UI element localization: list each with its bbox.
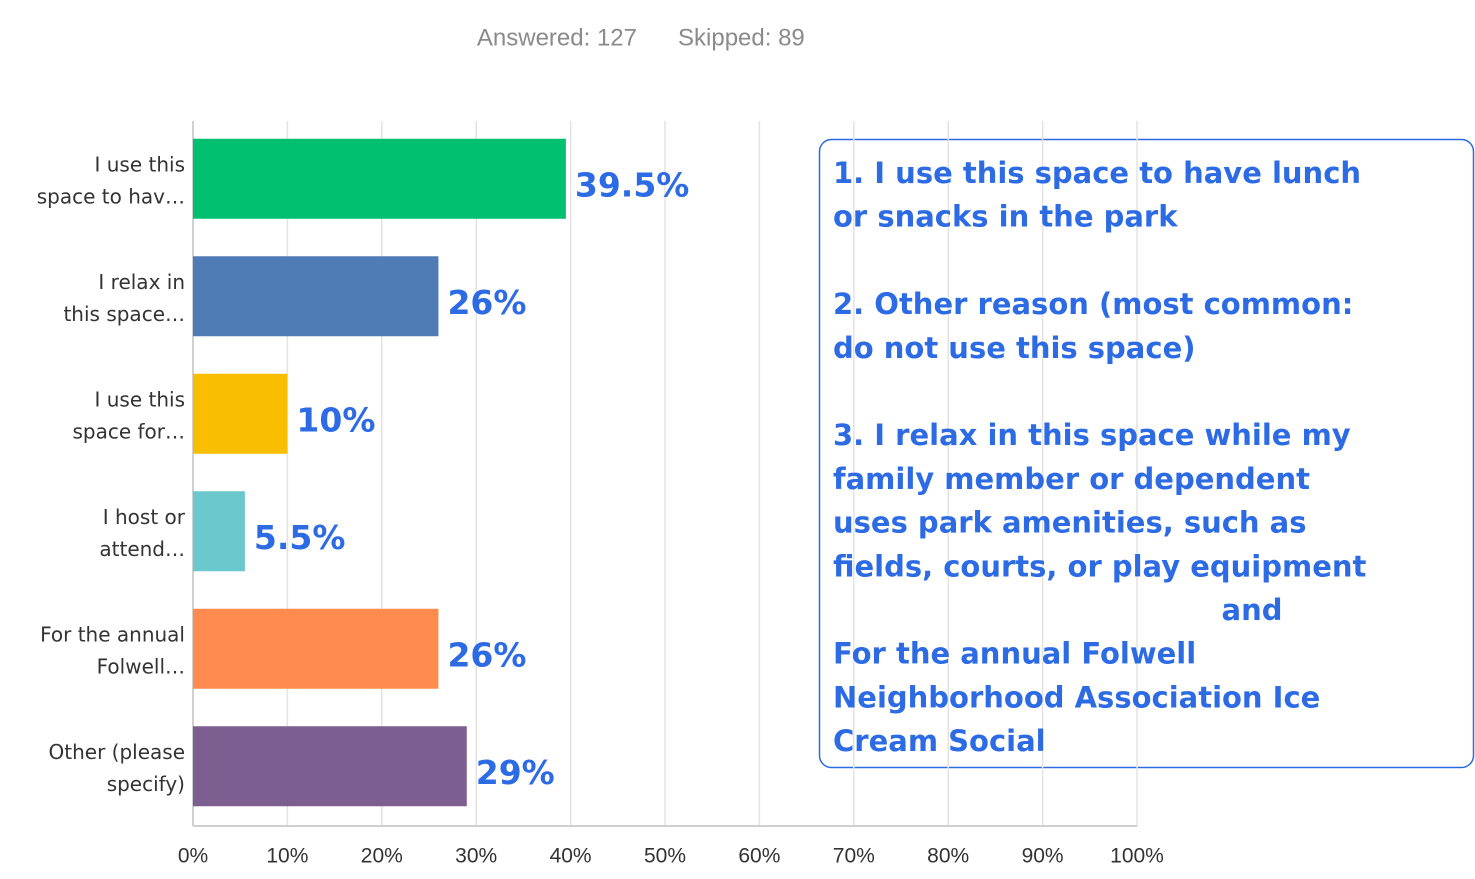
x-tick-label: 60% xyxy=(738,845,780,868)
x-tick-label: 10% xyxy=(266,845,308,868)
annotation-line: 1. I use this space to have lunch xyxy=(833,156,1361,190)
annotation-box xyxy=(818,138,1475,769)
x-tick-label: 40% xyxy=(550,845,592,868)
bar xyxy=(193,373,288,454)
annotation-line: 3. I relax in this space while my xyxy=(833,418,1351,452)
annotation-line: or snacks in the park xyxy=(833,200,1178,234)
answered: Answered: 127 xyxy=(477,24,637,51)
annotation-line: do not use this space) xyxy=(833,331,1196,365)
value-label: 26% xyxy=(447,283,526,322)
annotation-connector: and xyxy=(1222,593,1283,627)
bar xyxy=(193,726,467,807)
x-tick-label: 0% xyxy=(178,845,208,868)
category-label: Folwell… xyxy=(97,654,185,678)
x-tick-label: 80% xyxy=(927,845,969,868)
category-label: I use this xyxy=(94,387,185,411)
annotation-line: Neighborhood Association Ice xyxy=(833,680,1320,714)
x-tick-label: 50% xyxy=(644,845,686,868)
x-tick-label: 70% xyxy=(833,845,875,868)
category-label: For the annual xyxy=(40,622,185,646)
x-tick-label: 20% xyxy=(361,845,403,868)
category-label: attend… xyxy=(99,537,185,561)
value-label: 10% xyxy=(296,400,375,439)
bar xyxy=(193,608,439,689)
x-tick-label: 100% xyxy=(1110,845,1164,868)
annotation-line: fields, courts, or play equipment xyxy=(833,549,1367,583)
annotation-line: Cream Social xyxy=(833,724,1046,758)
bar xyxy=(193,138,566,219)
bar xyxy=(193,491,245,572)
category-label: Other (please xyxy=(49,740,185,764)
value-label: 26% xyxy=(447,635,526,674)
category-label: space for… xyxy=(72,419,185,443)
value-label: 5.5% xyxy=(254,518,346,557)
x-tick-label: 90% xyxy=(1022,845,1064,868)
value-label: 29% xyxy=(476,753,555,792)
annotation-line: family member or dependent xyxy=(833,462,1310,496)
category-label: space to hav… xyxy=(37,184,185,208)
annotation-line: For the annual Folwell xyxy=(833,637,1196,671)
category-label: specify) xyxy=(107,772,185,796)
category-label: I relax in xyxy=(98,270,185,294)
x-tick-label: 30% xyxy=(455,845,497,868)
skipped: Skipped: 89 xyxy=(678,24,805,51)
annotation-line: 2. Other reason (most common: xyxy=(833,287,1353,321)
annotation-line: uses park amenities, such as xyxy=(833,506,1307,540)
category-label: this space… xyxy=(63,302,185,326)
value-label: 39.5% xyxy=(575,165,690,204)
category-label: I host or xyxy=(103,505,186,529)
bar xyxy=(193,256,439,337)
category-label: I use this xyxy=(94,152,185,176)
